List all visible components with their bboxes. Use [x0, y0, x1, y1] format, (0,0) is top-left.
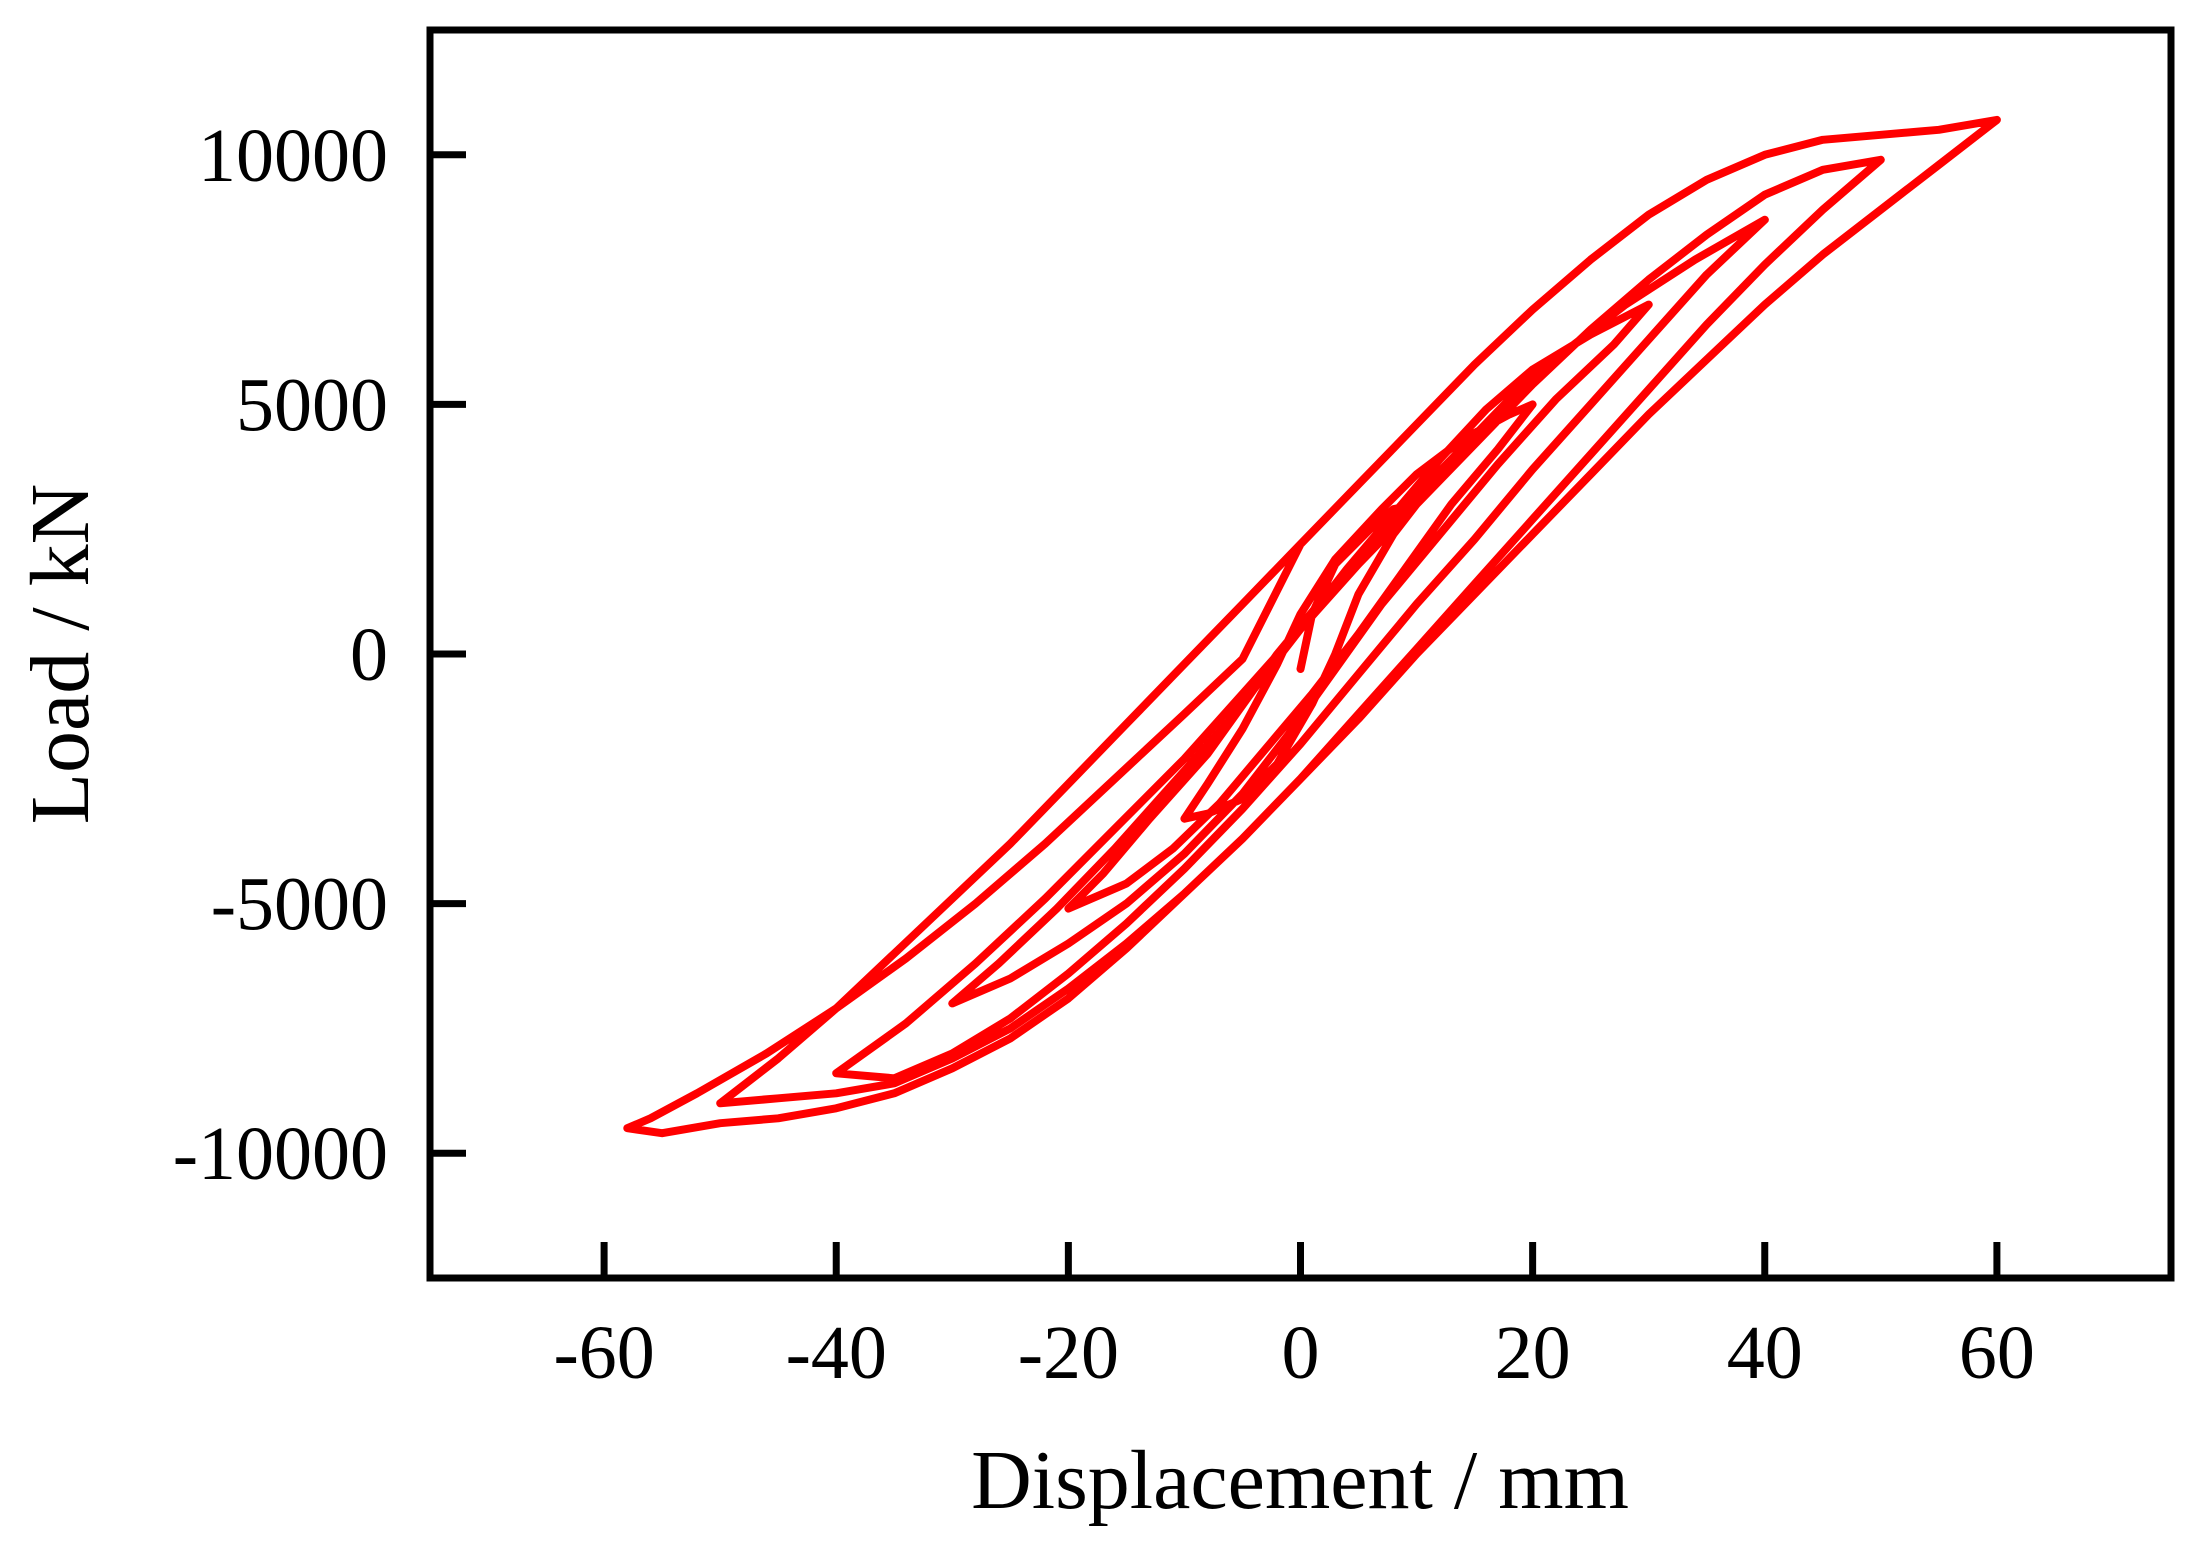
- x-axis-title: Displacement / mm: [971, 1434, 1629, 1527]
- y-tick-label: 0: [350, 613, 388, 697]
- x-tick-label: 60: [1959, 1311, 2035, 1395]
- x-tick-label: 20: [1495, 1311, 1571, 1395]
- y-tick-label: 5000: [236, 363, 388, 447]
- x-tick-label: -40: [786, 1311, 887, 1395]
- y-axis-ticks: 10000 5000 0 -5000 -10000: [173, 114, 466, 1196]
- x-tick-label: 0: [1282, 1311, 1320, 1395]
- y-axis-title: Load / kN: [14, 484, 107, 825]
- x-axis-ticks: -60 -40 -20 0 20 40 60: [553, 1242, 2035, 1395]
- x-tick-label: 40: [1727, 1311, 1803, 1395]
- y-tick-label: -5000: [211, 863, 388, 947]
- load-displacement-curve: [623, 115, 2001, 1138]
- x-tick-label: -60: [553, 1311, 654, 1395]
- y-tick-label: 10000: [198, 114, 388, 198]
- x-tick-label: -20: [1018, 1311, 1119, 1395]
- y-tick-label: -10000: [173, 1112, 388, 1196]
